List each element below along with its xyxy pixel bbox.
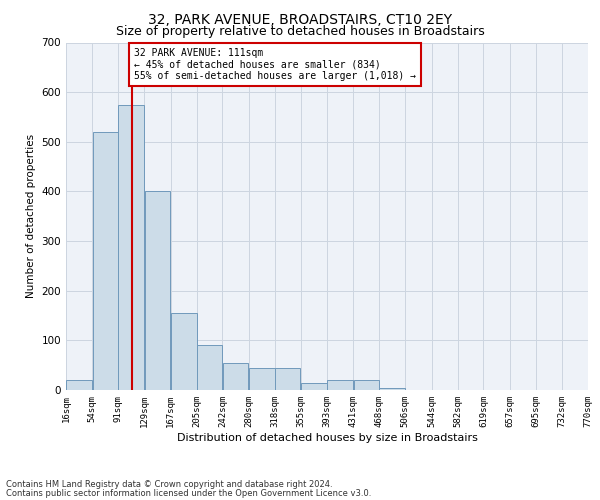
Bar bbox=[223, 362, 248, 390]
Bar bbox=[92, 132, 118, 390]
Bar bbox=[379, 388, 405, 390]
Bar bbox=[249, 368, 275, 390]
Bar bbox=[327, 380, 353, 390]
Text: Contains HM Land Registry data © Crown copyright and database right 2024.: Contains HM Land Registry data © Crown c… bbox=[6, 480, 332, 489]
Text: Size of property relative to detached houses in Broadstairs: Size of property relative to detached ho… bbox=[116, 25, 484, 38]
Bar bbox=[171, 313, 197, 390]
Bar bbox=[118, 104, 144, 390]
Y-axis label: Number of detached properties: Number of detached properties bbox=[26, 134, 36, 298]
Text: 32 PARK AVENUE: 111sqm
← 45% of detached houses are smaller (834)
55% of semi-de: 32 PARK AVENUE: 111sqm ← 45% of detached… bbox=[134, 48, 416, 81]
Text: 32, PARK AVENUE, BROADSTAIRS, CT10 2EY: 32, PARK AVENUE, BROADSTAIRS, CT10 2EY bbox=[148, 12, 452, 26]
Bar bbox=[301, 382, 327, 390]
Bar bbox=[197, 346, 222, 390]
Text: Contains public sector information licensed under the Open Government Licence v3: Contains public sector information licen… bbox=[6, 488, 371, 498]
Bar bbox=[275, 368, 301, 390]
Bar bbox=[145, 192, 170, 390]
Bar bbox=[353, 380, 379, 390]
Bar bbox=[66, 380, 92, 390]
X-axis label: Distribution of detached houses by size in Broadstairs: Distribution of detached houses by size … bbox=[176, 432, 478, 442]
